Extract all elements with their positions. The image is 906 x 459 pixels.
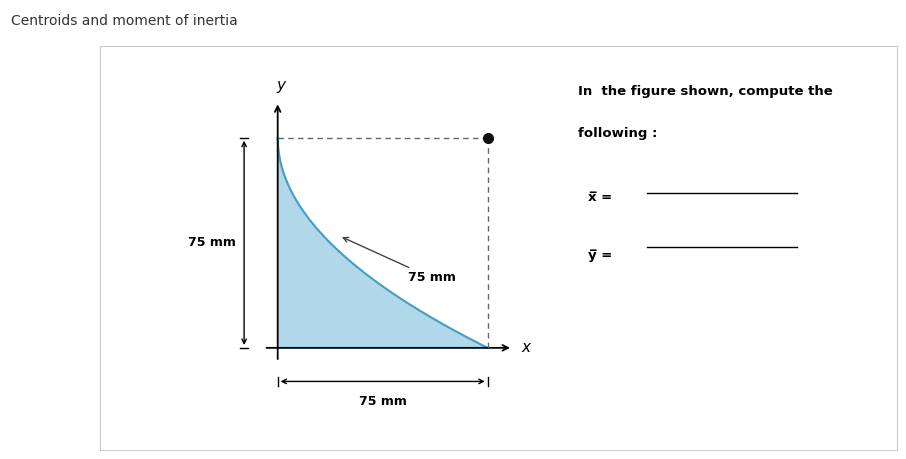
Text: y̅ =: y̅ = (588, 249, 612, 262)
Text: following :: following : (578, 127, 658, 140)
Text: Centroids and moment of inertia: Centroids and moment of inertia (11, 14, 237, 28)
Text: y: y (276, 78, 285, 93)
Text: 75 mm: 75 mm (188, 236, 236, 249)
Text: x: x (521, 340, 530, 355)
Text: x̅ =: x̅ = (588, 191, 612, 204)
Text: 75 mm: 75 mm (359, 395, 407, 409)
Text: In  the figure shown, compute the: In the figure shown, compute the (578, 85, 833, 98)
Text: 75 mm: 75 mm (343, 237, 456, 285)
